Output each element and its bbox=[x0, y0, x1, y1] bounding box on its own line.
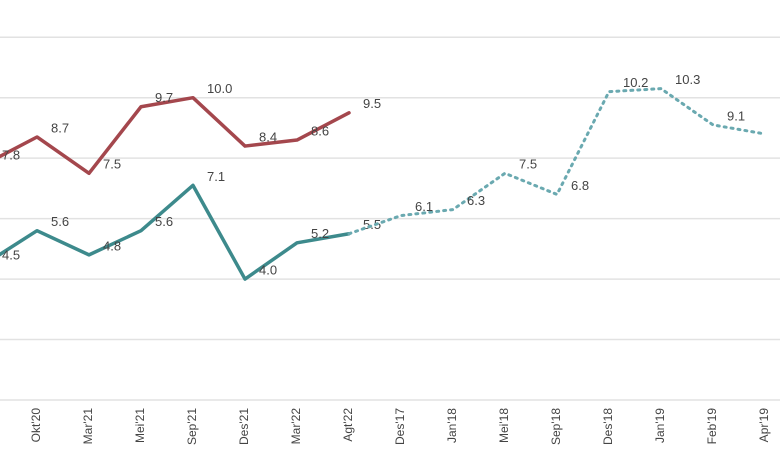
data-label: 9.7 bbox=[155, 90, 173, 105]
data-label: 10.0 bbox=[207, 81, 232, 96]
series-line bbox=[0, 95, 351, 176]
data-label: 7.5 bbox=[519, 157, 537, 172]
data-label: 8.4 bbox=[259, 129, 277, 144]
series-line bbox=[347, 87, 767, 236]
x-tick-label: Mar'22 bbox=[289, 408, 303, 445]
x-tick-label: Mar'21 bbox=[81, 408, 95, 445]
x-tick-label: Apr'19 bbox=[757, 408, 771, 443]
data-label: 9.1 bbox=[727, 108, 745, 123]
data-label: 5.5 bbox=[363, 217, 381, 232]
data-label: 8.7 bbox=[51, 120, 69, 135]
x-tick-label: Sep'18 bbox=[549, 408, 563, 445]
data-label: 7.5 bbox=[103, 157, 121, 172]
x-tick-label: Des'18 bbox=[601, 408, 615, 445]
data-label: 8.6 bbox=[311, 123, 329, 138]
data-label: 6.1 bbox=[415, 199, 433, 214]
data-label: 4.5 bbox=[2, 247, 20, 262]
x-tick-label: Okt'20 bbox=[29, 408, 43, 443]
data-label: 9.5 bbox=[363, 96, 381, 111]
data-label: 4.8 bbox=[103, 238, 121, 253]
series-line bbox=[0, 183, 351, 281]
x-tick-label: Mei'21 bbox=[133, 408, 147, 443]
x-tick-label: Agt'22 bbox=[341, 408, 355, 442]
data-label: 5.6 bbox=[51, 214, 69, 229]
data-label: 10.2 bbox=[623, 75, 648, 90]
data-label: 6.8 bbox=[571, 178, 589, 193]
x-tick-label: Des'21 bbox=[237, 408, 251, 445]
x-tick-label: Des'17 bbox=[393, 408, 407, 445]
x-tick-label: Jan'19 bbox=[653, 408, 667, 443]
x-tick-label: Sep'21 bbox=[185, 408, 199, 445]
data-label: 10.3 bbox=[675, 72, 700, 87]
data-label: 5.6 bbox=[155, 214, 173, 229]
data-label: 7.1 bbox=[207, 169, 225, 184]
x-tick-label: Jan'18 bbox=[445, 408, 459, 443]
x-tick-label: Mei'18 bbox=[497, 408, 511, 443]
data-label: 4.0 bbox=[259, 263, 277, 278]
data-label: 7.8 bbox=[2, 148, 20, 163]
data-label: 5.2 bbox=[311, 226, 329, 241]
data-label: 6.3 bbox=[467, 193, 485, 208]
x-tick-label: Feb'19 bbox=[705, 408, 719, 445]
